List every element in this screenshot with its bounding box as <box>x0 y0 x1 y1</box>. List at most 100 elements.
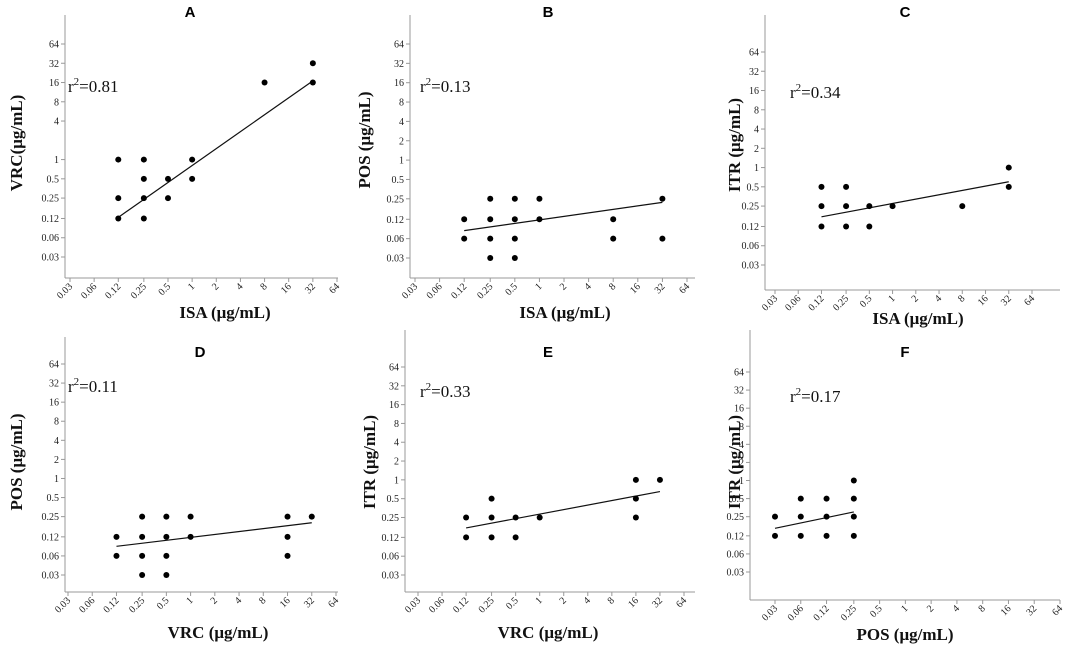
y-tick-label: 0.06 <box>727 549 745 560</box>
data-point <box>488 534 495 541</box>
y-axis-label: ITR (μg/mL) <box>725 415 744 509</box>
y-tick-label: 8 <box>54 97 59 108</box>
x-tick-label: 2 <box>910 293 921 304</box>
r-squared-annotation: r2=0.17 <box>790 386 841 406</box>
data-point <box>823 532 830 539</box>
data-point <box>511 255 518 261</box>
x-tick-label: 64 <box>326 595 341 610</box>
data-point <box>261 79 268 86</box>
x-axis-label: VRC (μg/mL) <box>498 623 599 642</box>
data-point <box>139 513 146 520</box>
data-point <box>632 514 639 521</box>
y-tick-label: 32 <box>49 59 59 70</box>
y-tick-label: 0.12 <box>42 214 60 225</box>
y-tick-label: 0.25 <box>727 512 745 523</box>
y-tick-label: 64 <box>49 40 59 51</box>
y-tick-label: 32 <box>734 386 744 397</box>
y-tick-label: 0.03 <box>387 254 405 265</box>
x-tick-label: 1 <box>886 293 897 304</box>
y-axis-label: POS (μg/mL) <box>7 414 26 511</box>
regression-line <box>821 181 1009 218</box>
data-point <box>850 477 857 484</box>
y-tick-label: 0.12 <box>42 532 60 543</box>
data-point <box>187 533 194 540</box>
y-tick-label: 0.12 <box>727 531 745 542</box>
data-point <box>536 514 543 521</box>
y-tick-label: 0.5 <box>387 494 400 505</box>
y-tick-label: 2 <box>754 144 759 155</box>
x-tick-label: 4 <box>951 603 962 614</box>
x-tick-label: 0.12 <box>103 281 123 301</box>
y-tick-label: 0.5 <box>747 182 760 193</box>
y-tick-label: 0.25 <box>42 194 60 205</box>
x-tick-label: 1 <box>184 595 195 606</box>
data-point <box>487 216 494 223</box>
x-tick-label: 1 <box>533 595 544 606</box>
x-axis-label: ISA (μg/mL) <box>519 303 610 322</box>
y-tick-label: 0.03 <box>727 568 745 579</box>
y-tick-label: 8 <box>54 417 59 428</box>
data-point <box>140 156 147 163</box>
y-tick-label: 0.25 <box>42 512 60 523</box>
y-axis-label: ITR (μg/mL) <box>360 415 379 509</box>
x-tick-label: 32 <box>1025 603 1040 618</box>
data-point <box>189 175 196 182</box>
x-tick-label: 0.12 <box>451 595 471 615</box>
x-tick-label: 0.03 <box>400 281 420 301</box>
x-tick-label: 32 <box>999 293 1014 308</box>
y-tick-label: 32 <box>394 59 404 70</box>
x-tick-label: 2 <box>558 281 569 292</box>
y-tick-label: 4 <box>739 440 744 451</box>
y-tick-label: 0.06 <box>42 233 60 244</box>
y-tick-label: 0.12 <box>387 215 405 226</box>
y-tick-label: 2 <box>394 457 399 468</box>
y-tick-label: 16 <box>389 400 399 411</box>
data-point <box>772 513 778 520</box>
data-point <box>536 195 543 202</box>
data-point <box>818 203 825 210</box>
y-tick-label: 16 <box>49 78 59 89</box>
y-tick-label: 64 <box>49 360 59 371</box>
data-point <box>163 552 170 559</box>
x-tick-label: 64 <box>327 281 342 296</box>
regression-line <box>465 490 661 529</box>
x-tick-label: 64 <box>1050 603 1065 618</box>
x-tick-label: 4 <box>933 293 944 304</box>
data-point <box>164 175 171 182</box>
y-tick-label: 0.25 <box>742 202 760 213</box>
y-tick-label: 0.5 <box>392 175 405 186</box>
y-tick-label: 0.5 <box>47 174 60 185</box>
y-axis-label: VRC(μg/mL) <box>7 95 26 192</box>
data-point <box>140 215 147 222</box>
y-tick-label: 0.06 <box>742 241 760 252</box>
data-point <box>850 495 857 502</box>
x-tick-label: 16 <box>626 595 641 610</box>
y-tick-label: 0.06 <box>382 552 400 563</box>
x-tick-label: 0.12 <box>812 603 832 623</box>
panel-title: A <box>185 4 196 21</box>
data-point <box>487 235 494 242</box>
regression-line <box>116 522 312 547</box>
x-axis-label: VRC (μg/mL) <box>168 623 269 642</box>
data-point <box>843 223 850 230</box>
data-point <box>823 513 830 520</box>
panel-title: F <box>900 344 909 361</box>
x-tick-label: 2 <box>558 595 569 606</box>
x-tick-label: 16 <box>976 293 991 308</box>
data-point <box>139 533 146 540</box>
r-squared-annotation: r2=0.34 <box>790 82 841 102</box>
y-tick-label: 4 <box>54 117 59 128</box>
y-tick-label: 2 <box>739 458 744 469</box>
y-tick-label: 32 <box>749 67 759 78</box>
y-tick-label: 0.06 <box>42 551 60 562</box>
data-point <box>309 79 316 86</box>
data-point <box>843 183 850 190</box>
y-tick-label: 2 <box>399 136 404 147</box>
x-tick-label: 64 <box>677 281 692 296</box>
data-point <box>512 534 519 541</box>
x-tick-label: 1 <box>533 281 544 292</box>
x-tick-label: 0.5 <box>157 281 174 298</box>
x-tick-label: 0.06 <box>77 595 97 615</box>
